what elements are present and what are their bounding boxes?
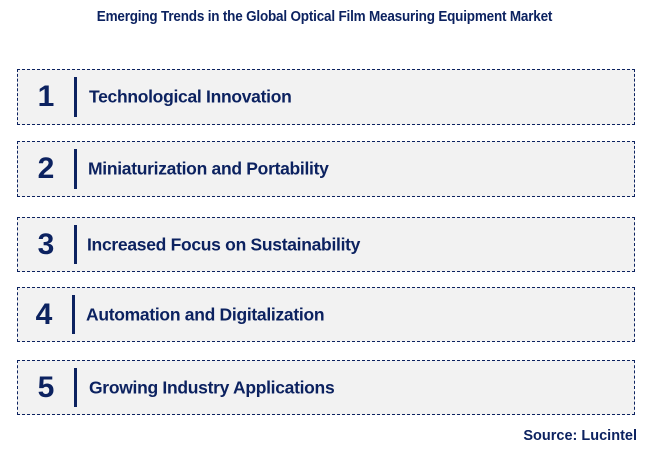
trend-item-2: 2 Miniaturization and Portability: [17, 141, 635, 197]
divider-bar: [74, 149, 77, 189]
trend-label: Increased Focus on Sustainability: [87, 234, 361, 254]
trend-number: 2: [37, 152, 55, 185]
trend-item-1: 1 Technological Innovation: [17, 69, 635, 125]
trend-item-4: 4 Automation and Digitalization: [17, 287, 635, 342]
diagram-title: Emerging Trends in the Global Optical Fi…: [96, 9, 553, 25]
trend-number: 5: [37, 370, 55, 404]
trend-label: Technological Innovation: [89, 86, 292, 107]
trend-label: Growing Industry Applications: [89, 377, 335, 397]
trend-number: 1: [37, 80, 55, 113]
trend-item-3: 3 Increased Focus on Sustainability: [17, 217, 635, 272]
source-credit: Source: Lucintel: [523, 428, 637, 444]
divider-bar: [74, 368, 77, 407]
divider-bar: [74, 77, 77, 117]
divider-bar: [74, 225, 77, 264]
trend-label: Automation and Digitalization: [86, 304, 325, 324]
trend-number: 3: [37, 227, 55, 261]
trend-label: Miniaturization and Portability: [88, 158, 329, 179]
trend-number: 4: [35, 297, 53, 331]
divider-bar: [72, 295, 75, 334]
trend-item-5: 5 Growing Industry Applications: [17, 360, 635, 415]
